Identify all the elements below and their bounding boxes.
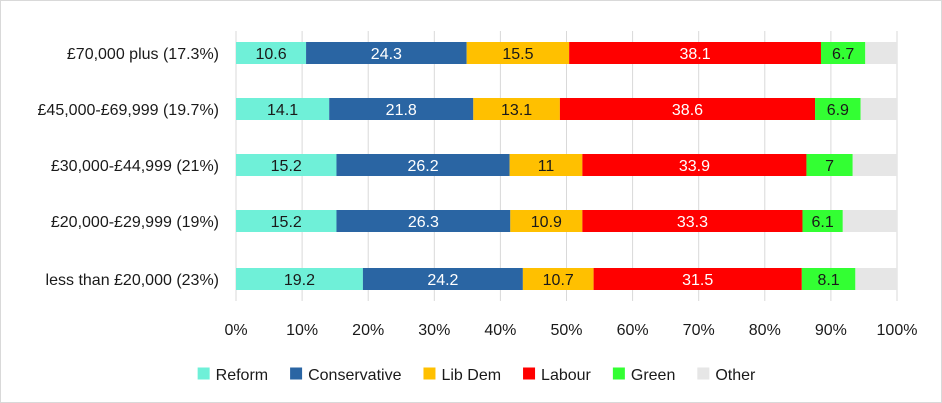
bar-segment-lib-dem — [522, 268, 594, 290]
bar-segment-green — [820, 42, 866, 64]
data-label-reform: 14.1 — [267, 102, 298, 119]
bar-segment-reform — [236, 98, 330, 120]
legend-swatch-reform — [197, 367, 210, 380]
data-label-conservative: 26.2 — [407, 158, 438, 175]
bar-segment-conservative — [362, 268, 523, 290]
data-label-green: 6.1 — [812, 214, 834, 231]
bar-segment-other — [852, 154, 897, 176]
data-label-green: 8.1 — [817, 272, 839, 289]
bar-segment-other — [842, 210, 897, 232]
bar-segment-green — [801, 268, 856, 290]
legend-swatch-conservative — [290, 367, 303, 380]
bar-segment-labour — [569, 42, 821, 64]
bars: 10.6 24.3 15.5 38.1 6.7 14.1 21.8 13.1 38.6 6.9 15… — [236, 42, 897, 290]
category-labels: £70,000 plus (17.3%) £45,000-£69,999 (19.… — [38, 46, 219, 289]
x-tick-label: 40% — [484, 322, 516, 339]
data-label-green: 6.9 — [827, 102, 849, 119]
data-label-reform: 15.2 — [271, 214, 302, 231]
bar-segment-conservative — [306, 42, 467, 64]
data-label-lib-dem: 10.7 — [543, 272, 574, 289]
data-label-reform: 19.2 — [284, 272, 315, 289]
bar-segment-green — [815, 98, 861, 120]
category-label: less than £20,000 (23%) — [46, 272, 219, 289]
data-label-lib-dem: 15.5 — [502, 46, 533, 63]
data-label-conservative: 26.3 — [408, 214, 439, 231]
x-tick-label: 50% — [550, 322, 582, 339]
legend-label-other: Other — [715, 367, 756, 384]
x-tick-label: 60% — [617, 322, 649, 339]
category-label: £70,000 plus (17.3%) — [67, 46, 219, 63]
bar-segment-labour — [582, 210, 803, 232]
legend-label-green: Green — [631, 367, 675, 384]
data-label-labour: 33.9 — [679, 158, 710, 175]
bar-segment-other — [860, 98, 897, 120]
data-label-labour: 38.1 — [679, 46, 710, 63]
x-tick-label: 10% — [286, 322, 318, 339]
data-label-green: 6.7 — [832, 46, 854, 63]
legend-swatch-green — [612, 367, 625, 380]
data-label-labour: 33.3 — [677, 214, 708, 231]
legend-swatch-labour — [523, 367, 536, 380]
bar-segment-lib-dem — [473, 98, 560, 120]
bar-segment-green — [802, 210, 843, 232]
x-tick-label: 70% — [683, 322, 715, 339]
legend: Reform Conservative Lib Dem Labour Green Othe… — [197, 367, 756, 384]
legend-swatch-lib-dem — [423, 367, 436, 380]
data-label-labour: 31.5 — [682, 272, 713, 289]
category-label: £45,000-£69,999 (19.7%) — [38, 102, 219, 119]
data-label-reform: 15.2 — [271, 158, 302, 175]
x-tick-label: 20% — [352, 322, 384, 339]
data-label-conservative: 24.2 — [427, 272, 458, 289]
x-tick-label: 100% — [877, 322, 918, 339]
legend-label-conservative: Conservative — [308, 367, 401, 384]
data-label-lib-dem: 11 — [538, 158, 555, 175]
bar-segment-lib-dem — [510, 210, 583, 232]
legend-label-lib-dem: Lib Dem — [441, 367, 501, 384]
bar-segment-lib-dem — [466, 42, 570, 64]
x-tick-label: 80% — [749, 322, 781, 339]
bar-segment-reform — [236, 154, 337, 176]
data-label-lib-dem: 13.1 — [501, 102, 532, 119]
bar-segment-other — [865, 42, 897, 64]
bar-segment-green — [806, 154, 853, 176]
data-label-reform: 10.6 — [255, 46, 286, 63]
bar-segment-lib-dem — [509, 154, 583, 176]
bar-segment-reform — [236, 210, 337, 232]
bar-segment-labour — [582, 154, 807, 176]
bar-segment-reform — [236, 42, 307, 64]
bar-segment-reform — [236, 268, 363, 290]
x-tick-label: 90% — [815, 322, 847, 339]
data-label-lib-dem: 10.9 — [531, 214, 562, 231]
data-label-conservative: 21.8 — [386, 102, 417, 119]
category-label: £20,000-£29,999 (19%) — [51, 214, 219, 231]
x-axis-ticks: 0% 10% 20% 30% 40% 50% 60% 70% 80% 90% 100% — [224, 322, 917, 339]
x-tick-label: 0% — [224, 322, 247, 339]
category-label: £30,000-£44,999 (21%) — [51, 158, 219, 175]
bar-segment-conservative — [336, 154, 510, 176]
data-label-labour: 38.6 — [672, 102, 703, 119]
legend-swatch-other — [697, 367, 710, 380]
x-tick-label: 30% — [418, 322, 450, 339]
legend-label-reform: Reform — [216, 367, 268, 384]
data-label-green: 7 — [825, 158, 834, 175]
bar-segment-conservative — [329, 98, 474, 120]
bar-segment-conservative — [336, 210, 511, 232]
bar-segment-labour — [559, 98, 816, 120]
data-label-conservative: 24.3 — [371, 46, 402, 63]
bar-segment-labour — [593, 268, 802, 290]
bar-segment-other — [855, 268, 897, 290]
legend-label-labour: Labour — [541, 367, 591, 384]
